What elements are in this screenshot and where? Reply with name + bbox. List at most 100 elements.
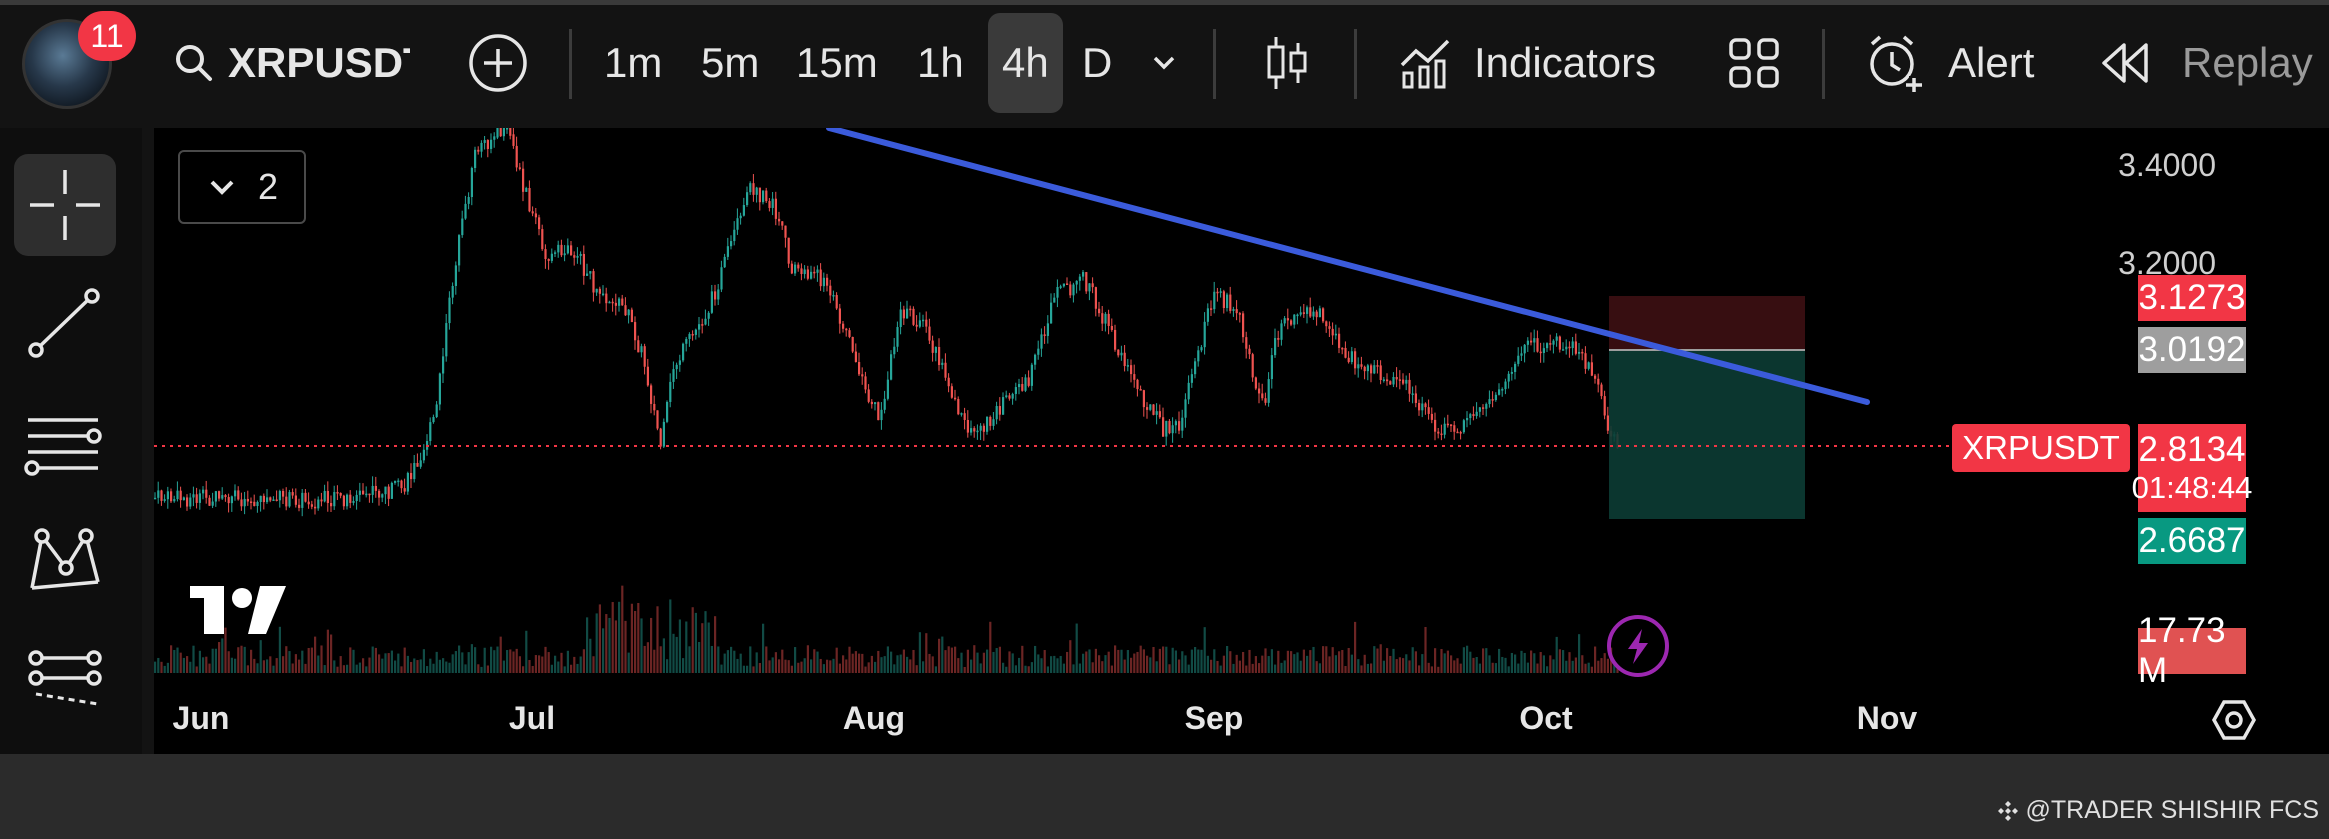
volume-bar: [474, 647, 477, 673]
volume-bar: [336, 666, 339, 673]
volume-bar: [1562, 650, 1565, 673]
timeframe-4h[interactable]: 4h: [988, 13, 1063, 113]
candle-body: [624, 305, 627, 316]
volume-bar: [630, 603, 633, 673]
pattern-icon: [30, 528, 100, 590]
candle-body: [1494, 394, 1497, 401]
candle-body: [1542, 348, 1545, 353]
candle-body: [1315, 311, 1318, 318]
volume-bar: [1517, 663, 1520, 673]
volume-bar: [1130, 657, 1133, 673]
volume-bar: [221, 638, 224, 673]
candle-body: [1430, 413, 1433, 420]
replay-button[interactable]: Replay: [2100, 10, 2313, 115]
volume-bar: [794, 647, 797, 673]
candle-body: [1510, 371, 1513, 374]
timeframe-d[interactable]: D: [1082, 38, 1113, 86]
candle-body: [1309, 307, 1312, 317]
volume-bar: [496, 646, 499, 673]
volume-bar: [1613, 660, 1616, 673]
current-price: 2.8134: [2138, 430, 2246, 469]
volume-bar: [1232, 663, 1235, 673]
volume-bar: [1216, 660, 1219, 673]
volume-bar: [1168, 664, 1171, 673]
candle-body: [534, 213, 537, 218]
volume-bar: [880, 657, 883, 673]
volume-bar: [1469, 651, 1472, 673]
volume-bar: [1238, 660, 1241, 673]
volume-bar: [1158, 648, 1161, 673]
chart-canvas[interactable]: Jun Jul Aug Sep Oct Nov 3.4000 3.2000: [154, 125, 2329, 754]
volume-bar: [1110, 665, 1113, 673]
prediction-tool[interactable]: [14, 628, 116, 730]
add-symbol-button[interactable]: [466, 10, 530, 115]
candle-body: [1565, 346, 1568, 350]
candle-body: [1322, 308, 1325, 322]
layouts-button[interactable]: [1728, 10, 1780, 115]
volume-bar: [490, 646, 493, 673]
drawing-toolbar: [0, 128, 142, 754]
candle-body: [1126, 365, 1129, 367]
timeframe-15m[interactable]: 15m: [796, 38, 878, 86]
candle-body: [1574, 341, 1577, 354]
volume-bar: [902, 649, 905, 673]
candle-body: [800, 268, 803, 275]
trendline-tool[interactable]: [14, 272, 116, 374]
indicators-button[interactable]: Indicators: [1398, 10, 1656, 115]
layout-selector[interactable]: 2: [178, 150, 306, 224]
volume-bar: [1011, 653, 1014, 673]
volume-bar: [531, 665, 534, 673]
volume-bar: [1302, 649, 1305, 673]
timeframe-5m[interactable]: 5m: [701, 38, 760, 86]
candle-body: [214, 491, 217, 502]
timeframe-1h[interactable]: 1h: [917, 38, 964, 86]
crosshair-tool[interactable]: [14, 154, 116, 256]
candle-body: [221, 495, 224, 499]
candle-body: [1434, 419, 1437, 432]
symbol-search[interactable]: XRPUSDT: [172, 10, 410, 115]
volume-bar: [963, 666, 966, 673]
candlestick-icon: [1267, 36, 1307, 89]
settings-icon[interactable]: [2211, 700, 2257, 740]
candle-body: [1293, 314, 1296, 325]
volume-bar: [1466, 645, 1469, 673]
volume-bar: [208, 663, 211, 673]
candle-body: [1459, 432, 1462, 434]
pattern-tool[interactable]: [14, 510, 116, 612]
volume-bar: [1363, 654, 1366, 673]
volume-bar: [1504, 657, 1507, 673]
candle-body: [1181, 417, 1184, 431]
candle-body: [1248, 348, 1251, 355]
candle-body: [333, 492, 336, 507]
candle-body: [1478, 407, 1481, 412]
volume-bar: [1309, 650, 1312, 673]
volume-bar: [442, 658, 445, 673]
volume-bar: [810, 659, 813, 673]
volume-bar: [1526, 662, 1529, 673]
candle-body: [1184, 399, 1187, 418]
candle-body: [653, 403, 656, 411]
candle-body: [1594, 375, 1597, 379]
timeframe-1m[interactable]: 1m: [604, 38, 663, 86]
lightning-icon[interactable]: [1607, 615, 1669, 677]
volume-bar: [374, 647, 377, 673]
x-tick-label: Sep: [1185, 700, 1244, 736]
volume-bar: [406, 655, 409, 673]
chart-type-button[interactable]: [1262, 10, 1312, 115]
fib-retracement-tool[interactable]: [14, 392, 116, 494]
volume-bar: [566, 650, 569, 673]
volume-bar: [854, 651, 857, 673]
price-chart[interactable]: Jun Jul Aug Sep Oct Nov 3.4000 3.2000 2 …: [154, 125, 2329, 754]
candle-body: [704, 318, 707, 325]
descending-trendline[interactable]: [826, 125, 1870, 405]
candle-body: [730, 241, 733, 247]
volume-bar: [285, 646, 288, 673]
volume-bar: [435, 651, 438, 673]
volume-bar: [646, 642, 649, 673]
candle-body: [1546, 343, 1549, 349]
candle-body: [522, 168, 525, 192]
volume-bar: [1181, 651, 1184, 673]
timeframe-dropdown[interactable]: [1148, 10, 1180, 115]
candle-body: [445, 323, 448, 357]
alert-button[interactable]: Alert: [1864, 10, 2034, 115]
